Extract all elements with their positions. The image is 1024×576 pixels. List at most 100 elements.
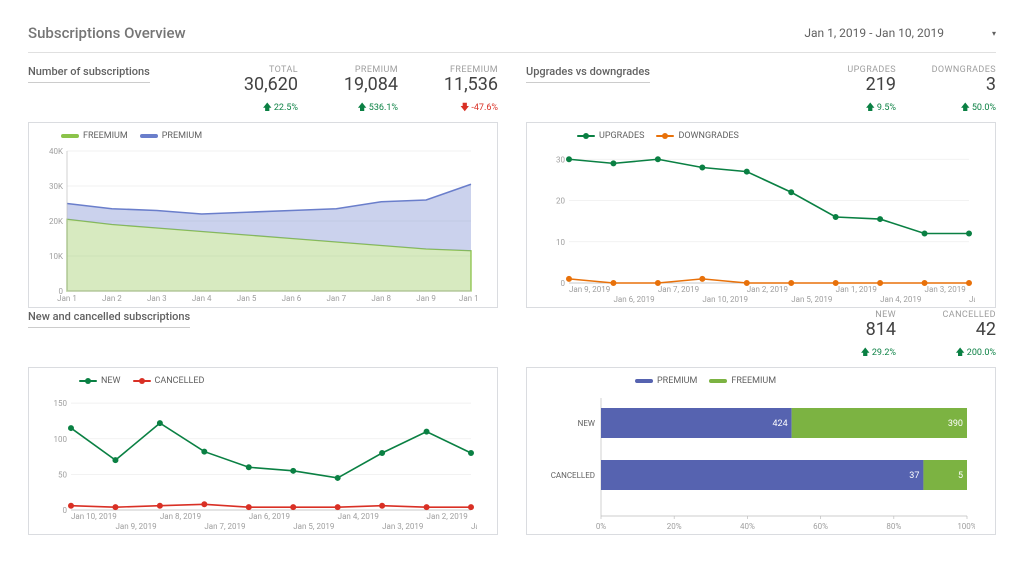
svg-text:Jan 6: Jan 6 (282, 294, 302, 303)
svg-text:Jan 7: Jan 7 (326, 294, 346, 303)
svg-text:Jan 5, 2019: Jan 5, 2019 (791, 295, 832, 304)
svg-text:Jan 9, 2019: Jan 9, 2019 (115, 522, 156, 531)
svg-text:Jan 3: Jan 3 (147, 294, 167, 303)
subscriptions-chart: FREEMIUMPREMIUM 010K20K30K40KJan 1Jan 2J… (28, 122, 498, 308)
dropdown-icon: ▾ (992, 29, 996, 38)
svg-text:Jan 9: Jan 9 (416, 294, 436, 303)
svg-text:Jan 1, 2019: Jan 1, 2019 (836, 285, 877, 294)
legend-label: UPGRADES (599, 131, 644, 141)
svg-text:150: 150 (54, 399, 68, 408)
kpi-value: 814 (824, 320, 896, 340)
legend-item: FREEMIUM (709, 376, 776, 386)
kpi-value: 3 (924, 75, 996, 95)
svg-text:60%: 60% (813, 522, 828, 531)
subscriptions-title: Number of subscriptions (28, 65, 150, 83)
svg-text:Jan 7, 2019: Jan 7, 2019 (658, 285, 699, 294)
svg-text:Jan 10: Jan 10 (459, 294, 477, 303)
svg-text:30: 30 (556, 155, 565, 164)
legend-swatch (635, 379, 653, 383)
svg-text:Jan 3, 2019: Jan 3, 2019 (382, 522, 423, 531)
svg-text:Jan 9, 2019: Jan 9, 2019 (569, 285, 610, 294)
svg-text:NEW: NEW (578, 419, 595, 428)
arrow-up-icon: 🡅 (961, 100, 970, 116)
kpi-value: 19,084 (326, 75, 398, 95)
legend-item: NEW (79, 376, 121, 386)
arrow-down-icon: 🡇 (460, 100, 469, 116)
svg-text:0: 0 (561, 279, 566, 288)
kpi-delta: 🡅 22.5% (263, 100, 298, 116)
kpi: UPGRADES219🡅 9.5% (824, 65, 896, 116)
legend-swatch (140, 134, 158, 138)
legend-swatch (79, 380, 97, 382)
kpi-value: 11,536 (426, 75, 498, 95)
svg-text:Jan 2, 2019: Jan 2, 2019 (427, 512, 468, 521)
date-range-picker[interactable]: Jan 1, 2019 - Jan 10, 2019 ▾ (804, 26, 996, 40)
svg-text:424: 424 (772, 419, 787, 429)
legend-label: DOWNGRADES (678, 131, 738, 141)
svg-text:Jan 6, 2019: Jan 6, 2019 (249, 512, 290, 521)
svg-text:Jan 6, 2019: Jan 6, 2019 (613, 295, 654, 304)
breakdown-chart: PREMIUMFREEMIUM 0%20%40%60%80%100%NEW424… (526, 367, 996, 535)
svg-text:20K: 20K (49, 217, 64, 226)
svg-text:Jan 2: Jan 2 (102, 294, 122, 303)
svg-text:40%: 40% (740, 522, 755, 531)
kpi-delta: 🡅 536.1% (358, 100, 398, 116)
legend-item: UPGRADES (577, 131, 644, 141)
svg-text:Jan 3, 2019: Jan 3, 2019 (925, 285, 966, 294)
svg-text:0%: 0% (596, 522, 606, 531)
svg-text:Jan 7, 2019: Jan 7, 2019 (204, 522, 245, 531)
svg-text:80%: 80% (886, 522, 901, 531)
svg-text:Jan 5, 2019: Jan 5, 2019 (293, 522, 334, 531)
kpi: TOTAL30,620🡅 22.5% (226, 65, 298, 116)
arrow-up-icon: 🡅 (861, 345, 870, 361)
svg-text:10: 10 (556, 238, 565, 247)
svg-text:Jan 1, 2019: Jan 1, 2019 (471, 522, 477, 531)
kpi: FREEMIUM11,536🡇 -47.6% (426, 65, 498, 116)
kpi-value: 219 (824, 75, 896, 95)
legend-label: FREEMIUM (731, 376, 776, 386)
svg-text:Jan 10, 2019: Jan 10, 2019 (71, 512, 117, 521)
legend-swatch (656, 135, 674, 137)
svg-text:Jan 2, 2019: Jan 2, 2019 (747, 285, 788, 294)
svg-text:Jan 8, 2019: Jan 8, 2019 (969, 295, 975, 304)
page-title: Subscriptions Overview (28, 24, 186, 42)
arrow-up-icon: 🡅 (956, 345, 965, 361)
svg-text:20%: 20% (667, 522, 682, 531)
upgrades-title: Upgrades vs downgrades (526, 65, 650, 83)
svg-text:30K: 30K (49, 182, 64, 191)
legend-item: FREEMIUM (61, 131, 128, 141)
svg-text:Jan 8, 2019: Jan 8, 2019 (160, 512, 201, 521)
svg-text:CANCELLED: CANCELLED (551, 471, 595, 480)
kpi-value: 42 (924, 320, 996, 340)
svg-text:Jan 1: Jan 1 (57, 294, 77, 303)
svg-text:Jan 8: Jan 8 (371, 294, 391, 303)
svg-text:10K: 10K (49, 252, 64, 261)
svg-text:Jan 10, 2019: Jan 10, 2019 (702, 295, 748, 304)
legend-swatch (709, 379, 727, 383)
svg-text:37: 37 (909, 471, 919, 481)
kpi: DOWNGRADES3🡅 50.0% (924, 65, 996, 116)
kpi: PREMIUM19,084🡅 536.1% (326, 65, 398, 116)
legend-label: FREEMIUM (83, 131, 128, 141)
svg-text:100: 100 (54, 434, 68, 443)
svg-text:5: 5 (958, 471, 963, 481)
svg-text:100%: 100% (957, 522, 975, 531)
svg-text:Jan 4: Jan 4 (192, 294, 212, 303)
arrow-up-icon: 🡅 (358, 100, 367, 116)
arrow-up-icon: 🡅 (866, 100, 875, 116)
svg-text:Jan 4, 2019: Jan 4, 2019 (338, 512, 379, 521)
svg-text:Jan 4, 2019: Jan 4, 2019 (880, 295, 921, 304)
legend-label: NEW (101, 376, 121, 386)
kpi: CANCELLED42🡅 200.0% (924, 310, 996, 361)
upgrades-chart: UPGRADESDOWNGRADES 0102030Jan 9, 2019Jan… (526, 122, 996, 308)
svg-text:Jan 5: Jan 5 (237, 294, 257, 303)
kpi-delta: 🡅 200.0% (956, 345, 996, 361)
legend-item: PREMIUM (140, 131, 202, 141)
legend-label: PREMIUM (162, 131, 202, 141)
legend-swatch (577, 135, 595, 137)
svg-text:40K: 40K (49, 147, 64, 156)
new-cancelled-chart: NEWCANCELLED 050100150Jan 10, 2019Jan 8,… (28, 367, 498, 535)
svg-text:50: 50 (58, 470, 67, 479)
legend-item: DOWNGRADES (656, 131, 738, 141)
legend-item: CANCELLED (133, 376, 205, 386)
